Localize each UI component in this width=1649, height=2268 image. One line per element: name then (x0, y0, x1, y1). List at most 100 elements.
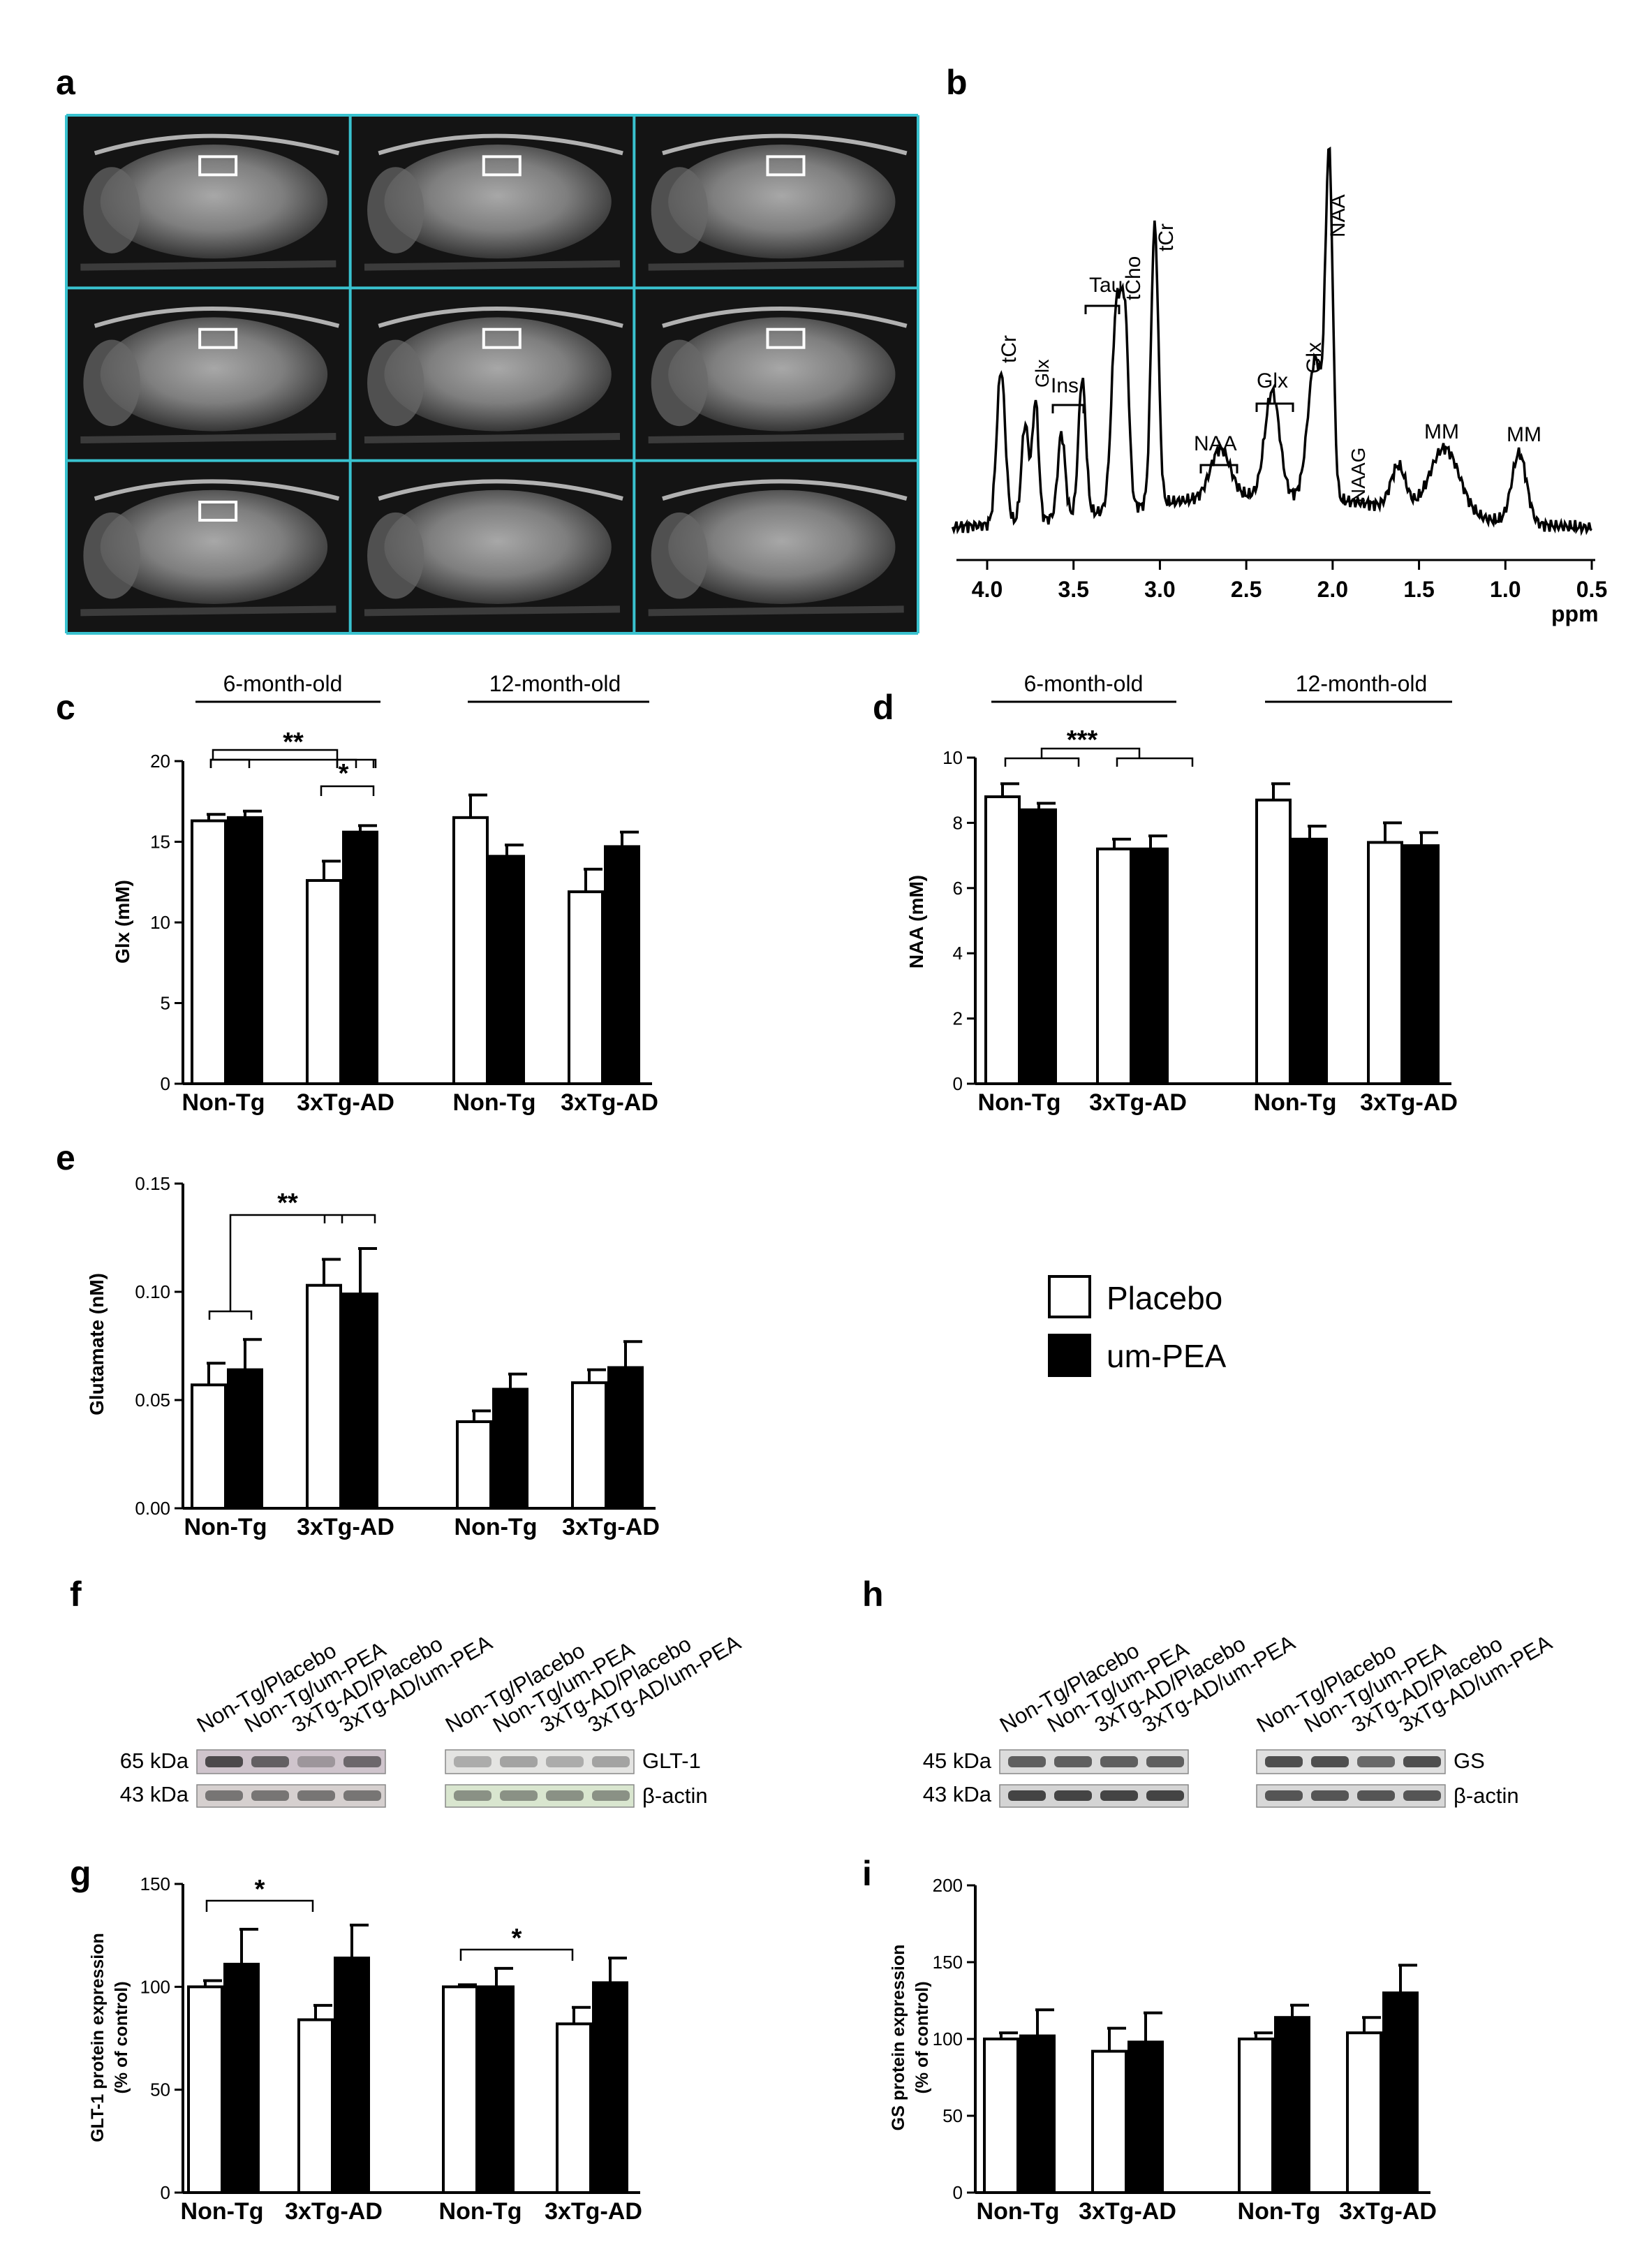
mri-slice (648, 307, 908, 443)
y-tick-label: 6 (953, 878, 963, 899)
peak-label: NAA (1194, 432, 1237, 455)
y-tick-label: 50 (942, 2105, 963, 2126)
x-group-label: Non-Tg (977, 2198, 1060, 2225)
spectrum-tick-label: 4.0 (972, 577, 1003, 602)
y-tick-label: 100 (140, 1976, 170, 1997)
significance-bracket (320, 785, 375, 796)
spectrum-brackets (1051, 304, 1294, 473)
bar-placebo (442, 1985, 478, 2194)
spectrum-trace (951, 146, 1592, 536)
blot-band (546, 1790, 584, 1801)
bar-placebo (1096, 847, 1132, 1085)
bar-um-pea (1403, 844, 1440, 1085)
bar-placebo (571, 1381, 607, 1510)
age-header-12mo: 12-month-old (489, 671, 621, 696)
protein-label: GLT-1 (642, 1748, 701, 1773)
bar-um-pea (1274, 2016, 1310, 2194)
y-tick-label: 10 (150, 912, 170, 933)
peak-label: Tau (1089, 274, 1123, 297)
significance-bracket (1004, 747, 1194, 767)
spectrum-tick-label: 2.0 (1317, 577, 1348, 602)
blot-band (1146, 1790, 1184, 1801)
mrs-spectrum: 4.0 3.5 3.0 2.5 2.0 1.5 1.0 0.5 ppm tCr Glx Ins… (951, 146, 1607, 626)
spectrum-tick-label: 0.5 (1576, 577, 1607, 602)
y-axis-label: GS protein expression (% of control) (889, 1945, 932, 2131)
roi-box (766, 155, 806, 177)
spectrum-peak-labels: tCr Glx Ins Tau tCho tCr NAA Glx Glx NAA… (998, 194, 1541, 503)
y-tick-label: 0.00 (135, 1498, 170, 1519)
western-blot-glt1: Non-Tg/PlaceboNon-Tg/um-PEA3xTg-AD/Place… (120, 1630, 745, 1808)
bar-placebo (297, 2018, 334, 2194)
bar-um-pea (489, 855, 525, 1086)
y-tick-label: 0 (953, 1073, 963, 1094)
bar-um-pea (607, 1366, 644, 1510)
age-headers: 6-month-old 12-month-old 6-month-old 12-… (195, 671, 1452, 703)
roi-box (198, 327, 238, 349)
significance-marker: * (512, 1924, 522, 1953)
peak-label: NAA (1326, 194, 1349, 237)
blot-band (1054, 1756, 1092, 1767)
blot-band (1265, 1790, 1303, 1801)
spectrum-tick-label: 1.0 (1490, 577, 1521, 602)
bar-um-pea (223, 1962, 260, 2194)
bar-placebo (306, 878, 342, 1085)
blot-band (297, 1756, 335, 1767)
panel-label-a: a (56, 63, 76, 102)
y-tick-label: 150 (140, 1873, 170, 1894)
peak-label: tCho (1122, 256, 1145, 300)
significance-marker: *** (1067, 726, 1098, 755)
y-axis-label: Glx (mM) (112, 880, 133, 964)
significance-bracket (205, 1899, 314, 1912)
panel-label-b: b (946, 63, 968, 102)
mri-slice (80, 133, 340, 271)
y-tick-label: 150 (933, 1952, 963, 1973)
chart-glutamate: 0.00 0.05 0.10 0.15 Glutamate (nM) Non-Tg 3xTg… (86, 1173, 660, 1540)
legend-label-placebo: Placebo (1107, 1280, 1222, 1316)
age-header-6mo: 6-month-old (1024, 671, 1144, 696)
mri-slice (648, 479, 908, 617)
y-axis-label: Glutamate (nM) (86, 1273, 108, 1415)
chart-naa: 0 2 4 6 8 10 NAA (mM) Non-Tg 3xTg-AD Non-Tg 3xTg-A… (905, 726, 1458, 1116)
loading-control-label: β-actin (642, 1783, 708, 1808)
y-tick-label: 200 (933, 1875, 963, 1896)
legend: Placebo um-PEA (1048, 1275, 1227, 1377)
blot-band (1403, 1756, 1441, 1767)
y-tick-label: 20 (150, 751, 170, 772)
chart-glt1-expression: 0 50 100 150 GLT-1 protein expression (% of c… (88, 1873, 642, 2225)
blot-band (1100, 1790, 1138, 1801)
roi-box (198, 155, 238, 177)
mri-slice (364, 133, 623, 271)
x-group-label: Non-Tg (453, 1089, 536, 1116)
blot-band (1008, 1790, 1046, 1801)
roi-box (198, 501, 238, 522)
spectrum-x-ticks: 4.0 3.5 3.0 2.5 2.0 1.5 1.0 0.5 (972, 560, 1607, 602)
panel-label-i: i (862, 1854, 872, 1893)
x-group-label: Non-Tg (184, 1514, 267, 1540)
legend-swatch-um-pea (1048, 1334, 1091, 1377)
roi-box (482, 327, 522, 349)
blot-band (251, 1756, 289, 1767)
bar-um-pea (592, 1981, 628, 2194)
loading-control-label: β-actin (1454, 1783, 1519, 1808)
bar-um-pea (1019, 2034, 1056, 2195)
significance-marker: ** (283, 728, 304, 757)
bar-um-pea (604, 845, 640, 1086)
bar-placebo (452, 816, 489, 1085)
mri-slice (80, 479, 340, 617)
bar-placebo (456, 1420, 492, 1510)
kda-label-bottom: 43 kDa (120, 1782, 189, 1806)
panel-label-e: e (56, 1138, 75, 1177)
significance-bracket (459, 1948, 574, 1961)
spectrum-tick-label: 3.5 (1058, 577, 1088, 602)
x-group-label: 3xTg-AD (285, 2198, 383, 2225)
bar-placebo (1091, 2049, 1127, 2195)
blot-band (546, 1756, 584, 1767)
bar-placebo (191, 1383, 227, 1510)
bar-um-pea (1382, 1991, 1419, 2194)
protein-label: GS (1454, 1748, 1485, 1773)
y-tick-label: 10 (942, 747, 963, 768)
blot-band (454, 1790, 491, 1801)
peak-label: Ins (1051, 374, 1079, 397)
x-group-label: Non-Tg (454, 1514, 538, 1540)
